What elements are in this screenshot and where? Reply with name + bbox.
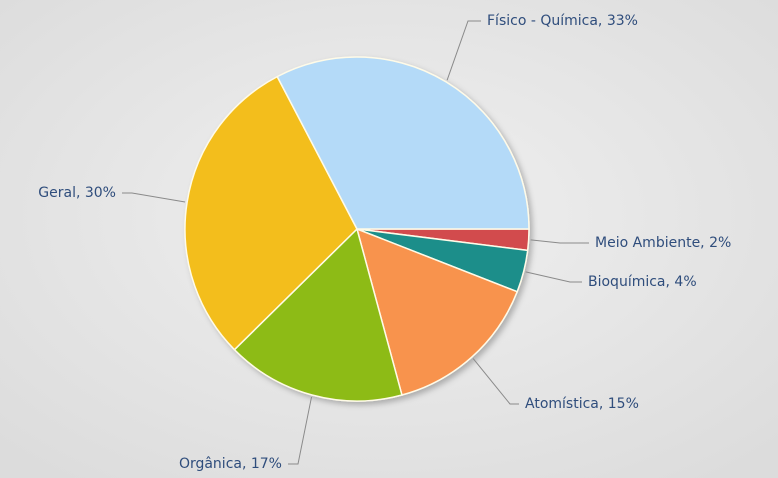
pie-slice: [276, 56, 530, 230]
data-label: Geral, 30%: [38, 185, 116, 201]
leader-line: [288, 396, 313, 465]
pie-slice: [233, 228, 403, 402]
leader-line: [472, 358, 519, 405]
data-label: Físico - Química, 33%: [487, 13, 638, 29]
data-label: Atomística, 15%: [525, 396, 639, 412]
pie: [184, 56, 530, 402]
leader-line: [525, 271, 582, 283]
leader-line: [122, 192, 186, 203]
data-label: Meio Ambiente, 2%: [595, 235, 731, 251]
data-label: Orgânica, 17%: [179, 456, 282, 472]
pie-slice: [184, 75, 358, 351]
leader-line: [446, 20, 481, 81]
pie-slice: [356, 228, 518, 396]
leader-line: [530, 239, 589, 244]
data-label: Bioquímica, 4%: [588, 274, 697, 290]
